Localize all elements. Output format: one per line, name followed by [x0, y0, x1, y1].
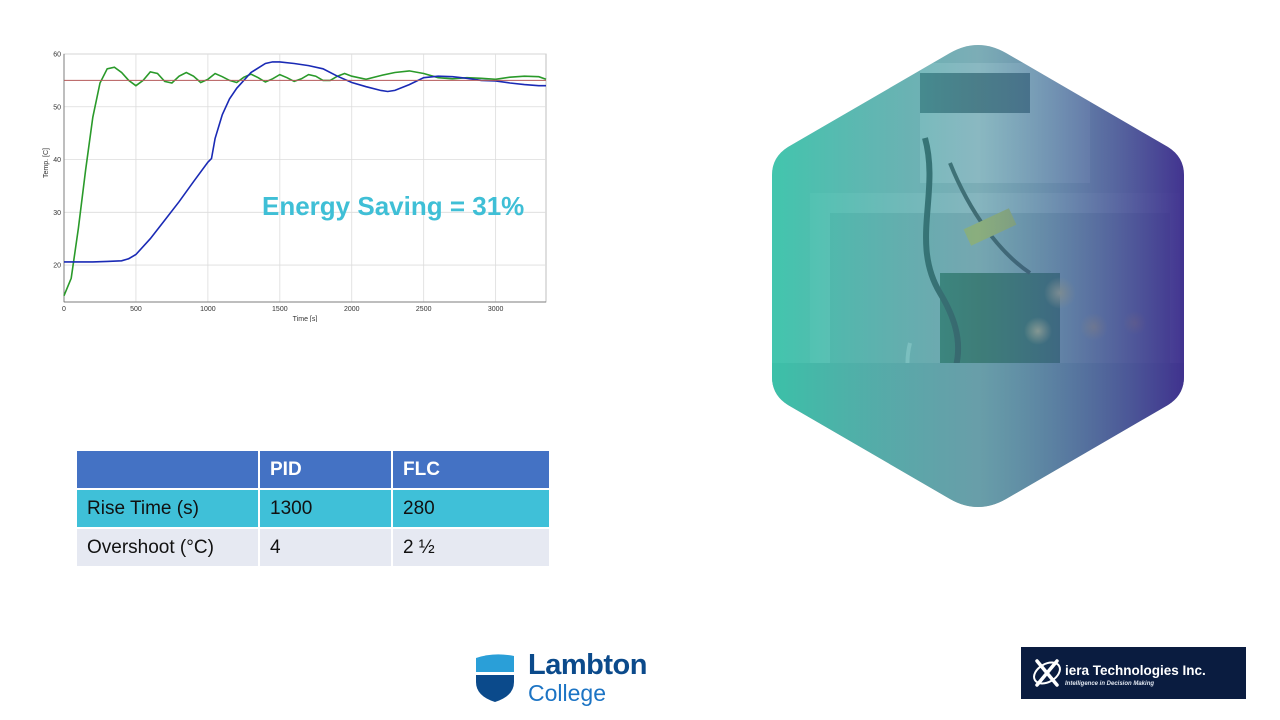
table-row: Rise Time (s) 1300 280 [77, 489, 551, 529]
comparison-table: PID FLC Rise Time (s) 1300 280 Overshoot… [77, 451, 551, 568]
y-tick-label: 20 [53, 263, 61, 270]
xiera-name: iera Technologies Inc. [1065, 663, 1206, 678]
x-tick-label: 1500 [272, 306, 288, 313]
xiera-technologies-logo: iera Technologies Inc. Intelligence in D… [1021, 647, 1246, 699]
table-cell: Overshoot (°C) [77, 528, 260, 568]
x-tick-label: 0 [62, 306, 66, 313]
y-axis-label: Temp. [C] [43, 148, 50, 178]
series-line-1 [64, 61, 546, 263]
table-cell: 2 ½ [392, 528, 551, 568]
lambton-sub: College [528, 680, 606, 706]
table-cell: 280 [392, 489, 551, 529]
x-tick-label: 2000 [344, 306, 360, 313]
table-cell: 4 [259, 528, 393, 568]
x-axis-label: Time [s] [293, 316, 318, 322]
xiera-tagline: Intelligence in Decision Making [1065, 681, 1155, 687]
lambton-shield-icon [476, 654, 514, 702]
chart-series [63, 61, 547, 297]
table-row: Overshoot (°C) 4 2 ½ [77, 528, 551, 568]
y-tick-label: 30 [53, 210, 61, 217]
table-header-cell: FLC [392, 451, 551, 490]
lambton-college-logo: Lambton College [474, 649, 664, 706]
x-tick-label: 500 [130, 306, 142, 313]
chart-axes [63, 54, 546, 303]
chart-tick-labels: 0 500 1000 1500 2000 2500 3000 20 30 40 50 60 Time [… [43, 52, 504, 323]
device-photo-hexagon [772, 45, 1184, 507]
table-header-row: PID FLC [77, 451, 551, 490]
table-cell: Rise Time (s) [77, 489, 260, 529]
y-tick-label: 40 [53, 157, 61, 164]
y-tick-label: 60 [53, 52, 61, 59]
table-cell: 1300 [259, 489, 393, 529]
energy-saving-annotation: Energy Saving = 31% [262, 191, 525, 221]
x-tick-label: 1000 [200, 306, 216, 313]
chart-grid [63, 53, 547, 303]
x-tick-label: 3000 [488, 306, 504, 313]
table-header-cell [77, 451, 260, 490]
y-tick-label: 50 [53, 104, 61, 111]
chart-svg: 0 500 1000 1500 2000 2500 3000 20 30 40 50 60 Time [… [43, 52, 547, 323]
xiera-swoosh-icon [1033, 659, 1061, 687]
lambton-name: Lambton [528, 649, 647, 681]
table-header-cell: PID [259, 451, 393, 490]
x-tick-label: 2500 [416, 306, 432, 313]
plot-area [63, 53, 547, 303]
temperature-chart: 0 500 1000 1500 2000 2500 3000 20 30 40 50 60 Time [… [40, 48, 550, 322]
